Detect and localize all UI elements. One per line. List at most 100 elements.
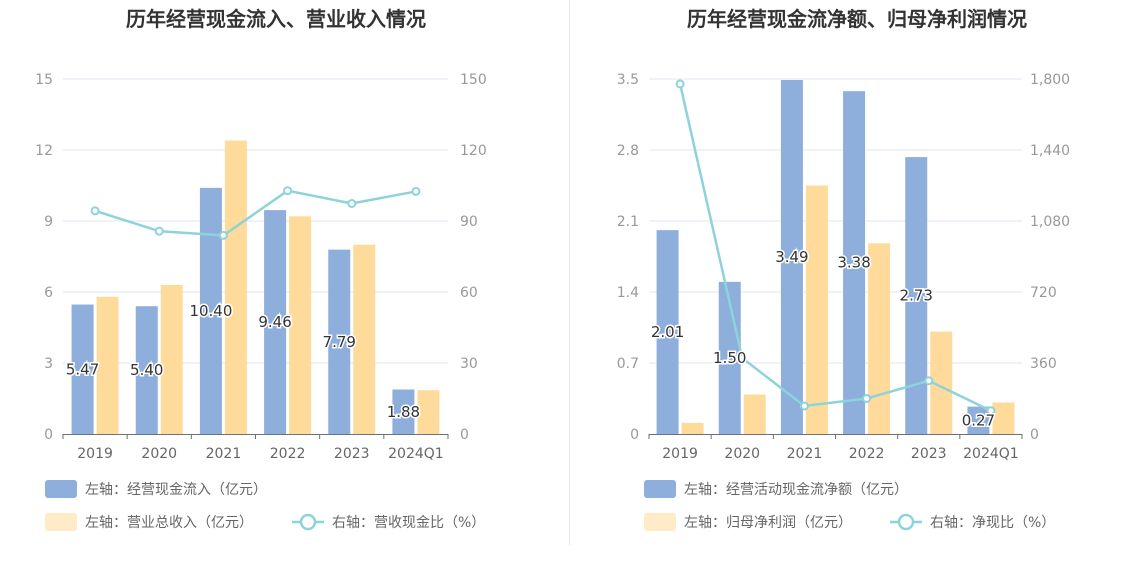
bar-primary bbox=[328, 249, 351, 434]
left-axis-tick-label: 3.5 bbox=[617, 72, 639, 88]
left-axis-tick-label: 12 bbox=[35, 143, 53, 159]
right-axis-tick-label: 1,440 bbox=[1030, 143, 1070, 159]
legend-label: 左轴：经营现金流入（亿元） bbox=[85, 482, 267, 498]
bar-data-label: 1.88 bbox=[387, 403, 420, 421]
line-series bbox=[94, 189, 417, 237]
bar-secondary bbox=[743, 394, 766, 434]
x-axis-tick-label: 2021 bbox=[787, 446, 823, 462]
x-axis-tick-label: 2022 bbox=[270, 446, 306, 462]
bar-secondary bbox=[992, 402, 1015, 434]
bar-data-label: 2.73 bbox=[900, 287, 933, 305]
bar-data-label: 3.38 bbox=[837, 254, 870, 272]
x-axis-tick-label: 2020 bbox=[141, 446, 177, 462]
legend-swatch-marker bbox=[897, 513, 915, 531]
bar-data-label: 9.46 bbox=[258, 313, 291, 331]
bar-primary bbox=[905, 157, 928, 434]
left-axis-tick-label: 3 bbox=[44, 356, 53, 372]
bar-primary bbox=[264, 210, 287, 434]
left-axis-tick-label: 0 bbox=[44, 427, 53, 443]
line-point bbox=[283, 186, 293, 196]
x-axis-tick-label: 2023 bbox=[911, 446, 947, 462]
bar-data-label: 5.47 bbox=[66, 360, 99, 378]
bar-primary bbox=[656, 230, 679, 434]
left-axis-tick-label: 0.7 bbox=[617, 356, 639, 372]
left-axis-tick-label: 9 bbox=[44, 214, 53, 230]
left-axis-tick-label: 1.4 bbox=[617, 285, 639, 301]
bar-data-label: 10.40 bbox=[189, 302, 232, 320]
panel-divider bbox=[569, 0, 570, 545]
x-axis-tick-label: 2019 bbox=[77, 446, 113, 462]
right-axis-tick-label: 1,800 bbox=[1030, 72, 1070, 88]
legend-swatch bbox=[45, 513, 77, 531]
left-axis-tick-label: 2.1 bbox=[617, 214, 639, 230]
bar-data-label: 0.27 bbox=[962, 411, 995, 429]
bar-primary bbox=[71, 304, 94, 434]
bar-primary bbox=[199, 187, 222, 434]
legend-swatch bbox=[644, 513, 676, 531]
bar-secondary bbox=[930, 331, 953, 434]
left-axis-tick-label: 0 bbox=[630, 427, 639, 443]
bar-data-label: 5.40 bbox=[130, 361, 163, 379]
bar-primary bbox=[967, 406, 990, 434]
line-point bbox=[924, 376, 934, 386]
x-axis-tick-label: 2024Q1 bbox=[388, 446, 444, 462]
legend-label: 左轴：经营活动现金流净额（亿元） bbox=[684, 482, 908, 498]
bar-secondary bbox=[868, 243, 891, 434]
right-axis-tick-label: 150 bbox=[460, 72, 487, 88]
line-point bbox=[799, 401, 809, 411]
line-point bbox=[737, 353, 747, 363]
right-axis-tick-label: 90 bbox=[460, 214, 478, 230]
line-point bbox=[347, 198, 357, 208]
bar-secondary bbox=[160, 284, 183, 434]
line-point bbox=[411, 186, 421, 196]
right-axis-tick-label: 30 bbox=[460, 356, 478, 372]
bar-secondary bbox=[353, 244, 376, 434]
legend-swatch bbox=[45, 480, 77, 498]
legend-label: 左轴：营业总收入（亿元） bbox=[85, 515, 253, 531]
chart-title: 历年经营现金流入、营业收入情况 bbox=[126, 7, 426, 31]
x-axis-tick-label: 2019 bbox=[662, 446, 698, 462]
bar-primary bbox=[843, 91, 866, 435]
x-axis-tick-label: 2023 bbox=[334, 446, 370, 462]
legend-swatch bbox=[644, 480, 676, 498]
line-point bbox=[862, 394, 872, 403]
bar-secondary bbox=[681, 422, 704, 434]
bar-data-label: 3.49 bbox=[775, 248, 808, 266]
line-point bbox=[154, 226, 164, 236]
left-axis-tick-label: 6 bbox=[44, 285, 53, 301]
bar-primary bbox=[780, 80, 803, 434]
bar-secondary bbox=[417, 390, 440, 434]
bar-data-label: 2.01 bbox=[651, 323, 684, 341]
legend-label: 左轴：归母净利润（亿元） bbox=[684, 514, 852, 531]
bar-primary bbox=[718, 281, 741, 434]
x-axis-tick-label: 2022 bbox=[849, 446, 885, 462]
bar-secondary bbox=[805, 185, 828, 434]
bar-data-label: 1.50 bbox=[713, 349, 746, 367]
bar-secondary bbox=[96, 296, 119, 434]
x-axis-tick-label: 2024Q1 bbox=[963, 446, 1019, 462]
right-axis-tick-label: 360 bbox=[1030, 356, 1057, 372]
right-axis-tick-label: 120 bbox=[460, 143, 487, 159]
line-point bbox=[675, 79, 685, 89]
bar-data-label: 7.79 bbox=[323, 333, 356, 351]
right-axis-tick-label: 0 bbox=[1030, 427, 1039, 443]
bar-primary bbox=[135, 306, 158, 434]
right-axis-tick-label: 0 bbox=[460, 427, 469, 443]
legend-label: 右轴：净现比（%） bbox=[930, 515, 1055, 531]
bar-secondary bbox=[224, 140, 247, 435]
x-axis-tick-label: 2020 bbox=[724, 446, 760, 462]
right-axis-tick-label: 60 bbox=[460, 285, 478, 301]
bar-primary bbox=[392, 389, 415, 434]
line-point bbox=[90, 206, 100, 216]
left-axis-tick-label: 2.8 bbox=[617, 143, 639, 159]
line-series bbox=[678, 83, 992, 412]
x-axis-tick-label: 2021 bbox=[206, 446, 242, 462]
bar-secondary bbox=[289, 216, 312, 434]
line-point bbox=[218, 230, 228, 240]
legend-swatch-marker bbox=[299, 513, 317, 531]
right-axis-tick-label: 1,080 bbox=[1030, 214, 1070, 230]
left-axis-tick-label: 15 bbox=[35, 72, 53, 88]
chart-title: 历年经营现金流净额、归母净利润情况 bbox=[687, 7, 1027, 31]
